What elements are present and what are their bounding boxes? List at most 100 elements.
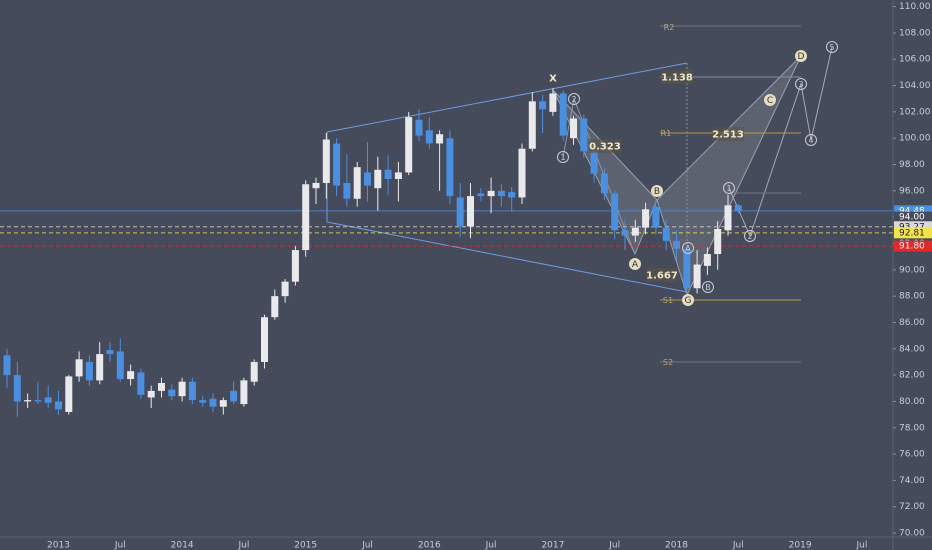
candle-body <box>425 130 433 144</box>
x-tick-label: Jul <box>237 541 249 550</box>
y-tick-label: 82.00 <box>899 371 925 381</box>
candle-body <box>96 354 104 381</box>
y-tick-label: 90.00 <box>899 265 925 275</box>
candle-body <box>642 209 650 228</box>
x-tick-label: Jul <box>608 541 620 550</box>
candle-body <box>693 264 701 289</box>
price-label: 93.27 <box>899 222 925 232</box>
annotation: 1 <box>726 184 731 193</box>
candle-body <box>55 401 62 410</box>
candle-body <box>467 196 474 227</box>
price-label-bg <box>894 240 932 252</box>
candle-body <box>570 118 577 139</box>
price-label: 94.48 <box>899 206 925 216</box>
candle-body <box>384 169 392 179</box>
candle-body <box>600 173 608 194</box>
y-tick-label: 72.00 <box>899 502 925 512</box>
candle-body <box>333 143 341 186</box>
candle-body <box>374 169 382 189</box>
annotation: 1 <box>560 153 565 162</box>
candle-body <box>456 197 464 227</box>
annotation: 5 <box>829 43 834 52</box>
candle-body <box>24 400 32 402</box>
annotation: G <box>685 296 692 306</box>
y-tick-label: 76.00 <box>899 450 925 460</box>
price-label-bg <box>894 205 932 217</box>
annotation: A <box>632 260 639 270</box>
candle-body <box>127 371 135 380</box>
candle-body <box>621 230 629 236</box>
candle-body <box>508 192 516 198</box>
candle-body <box>683 248 691 289</box>
y-tick-label: 104.00 <box>899 81 931 91</box>
annotation-badge <box>805 134 817 146</box>
x-tick-label: 2017 <box>541 541 564 550</box>
candle-body <box>291 250 299 282</box>
wedge-lower <box>326 221 688 293</box>
candle-body <box>106 350 114 355</box>
candle-body <box>703 254 711 266</box>
candle-body <box>312 182 320 189</box>
candle-body <box>240 380 248 405</box>
y-tick-label: 106.00 <box>899 55 931 65</box>
price-label: 94.00 <box>899 213 925 223</box>
y-tick-label: 110.00 <box>899 2 931 12</box>
y-tick-label: 74.00 <box>899 476 925 486</box>
annotation: S1 <box>663 296 673 305</box>
annotation-badge <box>795 78 807 90</box>
y-tick-label: 84.00 <box>899 344 925 354</box>
candle-body <box>75 359 83 377</box>
candle-body <box>85 361 93 381</box>
candle-body <box>497 190 505 197</box>
candle-body <box>652 206 660 228</box>
candle-body <box>353 167 361 199</box>
candle-body <box>44 397 52 403</box>
annotation: D <box>798 52 805 62</box>
candle-body <box>230 390 238 402</box>
annotation-badge <box>744 230 756 242</box>
y-tick-label: 80.00 <box>899 397 925 407</box>
x-tick-label: Jul <box>855 541 867 550</box>
annotation-badge <box>826 41 838 53</box>
y-tick-label: 78.00 <box>899 423 925 433</box>
y-tick-label: 86.00 <box>899 318 925 328</box>
y-tick-label: 96.00 <box>899 186 925 196</box>
annotation: 2.513 <box>712 130 744 141</box>
candle-body <box>137 372 145 395</box>
candle-body <box>590 151 598 174</box>
annotation: 0.323 <box>589 142 621 153</box>
y-tick-label: 88.00 <box>899 292 925 302</box>
candle-body <box>436 134 444 144</box>
candle-body <box>219 400 227 407</box>
wave-lines <box>728 46 833 238</box>
price-label: 92.81 <box>899 228 925 238</box>
annotation: 3 <box>798 80 803 89</box>
candle-body <box>477 193 485 197</box>
candle-body <box>188 381 196 401</box>
candle-body <box>405 117 413 173</box>
x-tick-label: 2013 <box>47 541 70 550</box>
annotation: B <box>705 283 711 292</box>
candle-body <box>549 93 557 112</box>
annotation-badge <box>568 93 580 105</box>
candle-body <box>724 205 732 231</box>
annotation-badge <box>557 151 569 163</box>
candle-body <box>714 229 722 255</box>
annotation: 1.138 <box>661 73 693 84</box>
candle-body <box>631 227 639 236</box>
annotation-badge <box>795 50 807 62</box>
annotation-badge <box>702 281 714 293</box>
annotation: R1 <box>661 129 672 138</box>
candle-body <box>343 182 351 199</box>
candle-body <box>673 240 680 249</box>
price-label-bg <box>894 227 932 239</box>
price-label-bg <box>894 221 932 233</box>
y-tick-label: 108.00 <box>899 28 931 38</box>
candle-body <box>415 119 423 136</box>
x-tick-label: Jul <box>114 541 126 550</box>
annotation-badge <box>723 182 735 194</box>
annotation: 1.667 <box>646 271 678 282</box>
candle-body <box>147 390 155 398</box>
x-tick-label: 2015 <box>294 541 317 550</box>
